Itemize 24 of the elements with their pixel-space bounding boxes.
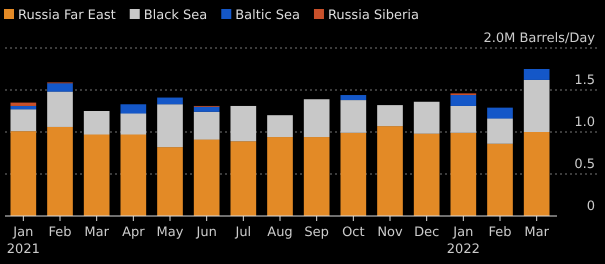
- x-tick-label: Dec: [414, 225, 440, 240]
- y-tick-label: 0: [586, 199, 595, 214]
- x-tick-label: Jul: [234, 225, 252, 240]
- x-tick-label: Mar: [84, 225, 110, 240]
- legend-label: Russia Far East: [18, 8, 116, 23]
- x-tick-label: Feb: [48, 225, 72, 240]
- x-tick-label: Jun: [196, 225, 217, 240]
- x-tick-label: Aug: [267, 225, 293, 240]
- legend-label: Russia Siberia: [328, 8, 419, 23]
- x-tick-label: Feb: [488, 225, 512, 240]
- legend-label: Black Sea: [144, 8, 208, 23]
- x-tick-label: Jan 2022: [446, 225, 480, 257]
- x-tick-label: Oct: [342, 225, 365, 240]
- x-tick-label: Nov: [377, 225, 403, 240]
- y-tick-label: 2.0M Barrels/Day: [483, 31, 596, 46]
- legend-label: Baltic Sea: [235, 8, 300, 23]
- y-tick-label: 1.0: [574, 115, 595, 130]
- x-tick-label: Sep: [304, 225, 329, 240]
- x-tick-label: Mar: [524, 225, 550, 240]
- x-tick-label: Jan 2021: [6, 225, 40, 257]
- x-tick-label: May: [156, 225, 184, 240]
- y-tick-label: 0.5: [574, 157, 595, 172]
- x-tick-label: Apr: [122, 225, 146, 240]
- y-tick-label: 1.5: [574, 73, 595, 88]
